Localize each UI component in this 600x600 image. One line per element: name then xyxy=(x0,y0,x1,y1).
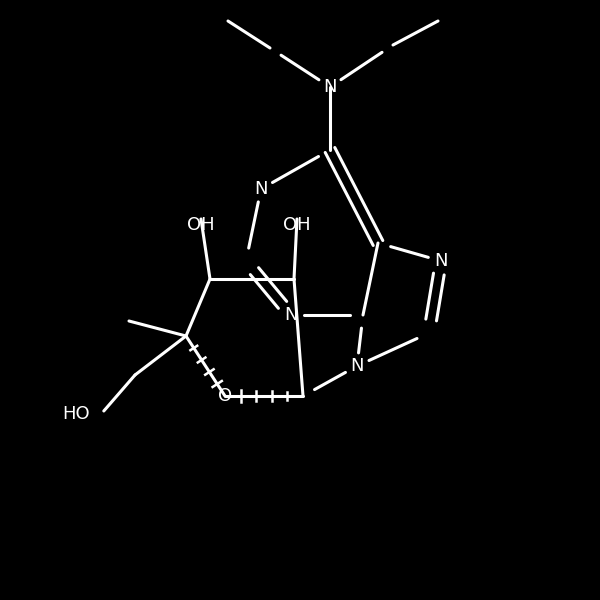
Text: N: N xyxy=(434,252,448,270)
Text: HO: HO xyxy=(62,405,90,423)
Text: N: N xyxy=(350,357,364,375)
Text: OH: OH xyxy=(283,216,311,234)
Text: N: N xyxy=(284,306,298,324)
Text: N: N xyxy=(254,180,268,198)
Text: N: N xyxy=(323,78,337,96)
Text: O: O xyxy=(218,387,232,405)
Text: OH: OH xyxy=(187,216,215,234)
